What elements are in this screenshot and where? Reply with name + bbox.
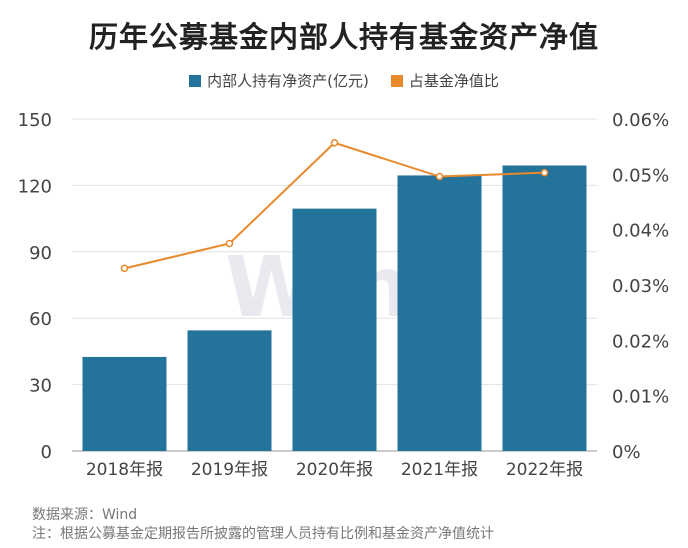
note-text: 注：根据公募基金定期报告所披露的管理人员持有比例和基金资产净值统计: [32, 526, 494, 542]
legend-label-line: 占基金净值比: [408, 72, 499, 90]
bar: [82, 356, 167, 451]
x-tick-label: 2018年报: [86, 460, 163, 480]
legend-item-line: 占基金净值比: [390, 70, 499, 91]
line-point: [435, 172, 444, 181]
y-right-tick-label: 0.01%: [612, 387, 669, 408]
legend: 内部人持有净资产(亿元) 占基金净值比: [0, 70, 688, 91]
line-point: [225, 239, 234, 248]
y-left-tick-label: 30: [29, 376, 52, 397]
bar: [292, 208, 377, 451]
y-right-tick-label: 0.03%: [612, 276, 669, 297]
x-tick-label: 2021年报: [401, 460, 478, 480]
line-point: [330, 139, 339, 147]
y-right-tick-label: 0.02%: [612, 331, 669, 352]
chart-title: 历年公募基金内部人持有基金资产净值: [88, 20, 599, 54]
y-left-tick-label: 60: [29, 309, 52, 330]
y-right-tick-label: 0.05%: [612, 165, 669, 186]
y-right-tick-label: 0.04%: [612, 221, 669, 242]
legend-swatch-line: [390, 74, 403, 87]
y-left-tick-label: 0: [41, 442, 52, 463]
x-tick-label: 2020年报: [296, 460, 373, 480]
legend-item-bar: 内部人持有净资产(亿元): [189, 70, 369, 91]
bar: [187, 330, 272, 451]
bar: [502, 165, 587, 452]
y-right-tick-label: 0.06%: [612, 110, 669, 131]
y-left-tick-label: 120: [18, 176, 52, 197]
line-point: [540, 168, 549, 177]
y-right-tick-label: 0%: [612, 442, 641, 463]
line-point: [120, 264, 129, 273]
source-text: 数据来源：Wind: [32, 507, 138, 523]
y-left-tick-label: 150: [18, 110, 52, 131]
x-tick-label: 2022年报: [506, 460, 583, 480]
bar: [397, 175, 482, 451]
legend-label-bar: 内部人持有净资产(亿元): [207, 72, 369, 90]
y-left-tick-label: 90: [29, 243, 52, 264]
legend-swatch-bar: [189, 74, 202, 87]
x-tick-label: 2019年报: [191, 460, 268, 480]
